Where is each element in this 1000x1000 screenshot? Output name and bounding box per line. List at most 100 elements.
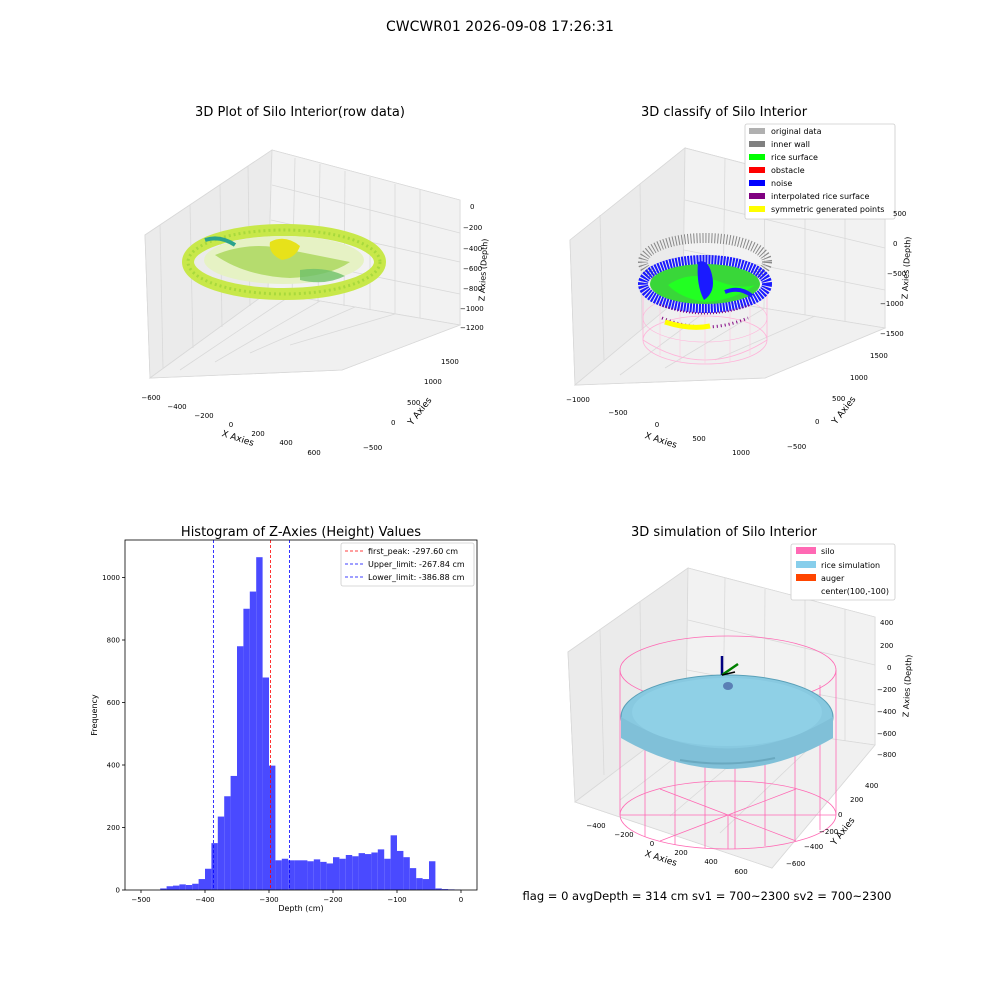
histogram-bar bbox=[435, 888, 442, 890]
panel-raw-3d: 3D Plot of Silo Interior(row data) bbox=[141, 105, 489, 457]
histogram-bar bbox=[320, 861, 327, 890]
classify-y-tick: 1500 bbox=[870, 352, 888, 360]
histogram-frame bbox=[124, 539, 478, 891]
raw-x-tick: −600 bbox=[141, 394, 160, 402]
histogram-bar bbox=[326, 863, 333, 890]
classify-x-ticks: −1000 −500 0 500 1000 bbox=[566, 396, 750, 457]
simulation-x-tick: −400 bbox=[586, 822, 605, 830]
raw-z-ticks: 0 −200 −400 −600 −800 −1000 −1200 bbox=[460, 203, 484, 332]
raw-x-tick: 400 bbox=[279, 439, 292, 447]
x-tick-label: −200 bbox=[323, 896, 342, 904]
histogram-bar bbox=[237, 646, 244, 890]
legend-item-rice-surface: rice surface bbox=[749, 153, 818, 162]
raw-z-label: Z Axies (Depth) bbox=[477, 238, 489, 301]
simulation-z-tick: 400 bbox=[880, 619, 893, 627]
legend-label: symmetric generated points bbox=[771, 205, 884, 214]
classify-y-ticks: −500 0 500 1000 1500 bbox=[787, 352, 888, 451]
simulation-x-tick: 0 bbox=[650, 840, 654, 848]
classify-x-tick: 500 bbox=[692, 435, 705, 443]
histogram-y-ticks: 0 200 400 600 800 1000 bbox=[102, 574, 125, 895]
histogram-title: Histogram of Z-Axies (Height) Values bbox=[181, 525, 421, 540]
status-footer: flag = 0 avgDepth = 314 cm sv1 = 700~230… bbox=[523, 889, 892, 903]
legend-swatch bbox=[749, 128, 765, 134]
raw-x-label: X Axies bbox=[220, 429, 255, 449]
simulation-y-ticks: −600 −400 −200 0 200 400 bbox=[786, 782, 878, 868]
histogram-bar bbox=[192, 883, 199, 890]
legend-label: Lower_limit: -386.88 cm bbox=[368, 573, 465, 582]
simulation-z-tick: −400 bbox=[877, 708, 896, 716]
histogram-bar bbox=[256, 557, 263, 890]
simulation-x-tick: −200 bbox=[614, 831, 633, 839]
classify-point-cloud bbox=[638, 233, 772, 365]
histogram-plot-area bbox=[125, 540, 477, 890]
histogram-bar bbox=[429, 861, 436, 890]
x-tick-label: −400 bbox=[195, 896, 214, 904]
classify-z-ticks: 500 0 −500 −1000 −1500 bbox=[880, 210, 906, 338]
legend-item-noise: noise bbox=[749, 179, 792, 188]
simulation-z-label: Z Axies (Depth) bbox=[901, 654, 913, 717]
classify-x-tick: 0 bbox=[655, 421, 659, 429]
panel-histogram: Histogram of Z-Axies (Height) Values −50… bbox=[90, 525, 478, 913]
legend-item-silo: silo bbox=[796, 547, 835, 556]
simulation-z-ticks: 400 200 0 −200 −400 −600 −800 bbox=[877, 619, 896, 759]
simulation-rice-surface bbox=[620, 674, 834, 769]
simulation-legend: silo rice simulation auger center(100,-1… bbox=[790, 543, 896, 601]
histogram-bar bbox=[377, 849, 385, 890]
histogram-bar bbox=[230, 775, 237, 890]
histogram-bar bbox=[179, 884, 186, 890]
histogram-bar bbox=[269, 765, 276, 890]
histogram-bar bbox=[166, 886, 173, 890]
histogram-bar bbox=[422, 879, 429, 890]
simulation-y-tick: 0 bbox=[838, 811, 842, 819]
legend-item-obstacle: obstacle bbox=[749, 166, 805, 175]
histogram-bar bbox=[160, 888, 167, 890]
legend-swatch bbox=[796, 574, 816, 581]
classify-x-tick: −1000 bbox=[566, 396, 590, 404]
legend-item-center: center(100,-100) bbox=[821, 587, 889, 596]
classify-z-tick: 500 bbox=[893, 210, 906, 218]
legend-swatch bbox=[749, 193, 765, 199]
legend-item-rice-simulation: rice simulation bbox=[796, 561, 880, 570]
histogram-bar bbox=[288, 860, 295, 890]
legend-label: Upper_limit: -267.84 cm bbox=[368, 560, 465, 569]
simulation-x-label: X Axies bbox=[643, 849, 678, 869]
classify-y-tick: −500 bbox=[787, 443, 806, 451]
histogram-bar bbox=[352, 856, 359, 890]
simulation-x-tick: 600 bbox=[734, 868, 747, 876]
classify-z-tick: −500 bbox=[887, 270, 906, 278]
panel-simulation-3d: 3D simulation of Silo Interior bbox=[567, 525, 914, 876]
histogram-bar bbox=[339, 858, 346, 890]
simulation-auger bbox=[720, 656, 739, 677]
x-tick-label: −500 bbox=[131, 896, 150, 904]
histogram-bar bbox=[281, 858, 289, 890]
simulation-z-tick: 200 bbox=[880, 642, 893, 650]
histogram-bar bbox=[403, 857, 410, 890]
classify-y-tick: 0 bbox=[815, 418, 819, 426]
y-tick-label: 0 bbox=[116, 887, 120, 895]
legend-label: rice surface bbox=[771, 153, 818, 162]
legend-label: obstacle bbox=[771, 166, 805, 175]
y-tick-label: 600 bbox=[107, 699, 120, 707]
classify-legend: original data inner wall rice surface ob… bbox=[744, 123, 896, 220]
histogram-bar bbox=[358, 853, 365, 890]
raw-y-tick: 0 bbox=[391, 419, 395, 427]
y-tick-label: 200 bbox=[107, 824, 120, 832]
legend-label: inner wall bbox=[771, 140, 810, 149]
classify-z-tick: −1000 bbox=[880, 300, 904, 308]
simulation-y-tick: 400 bbox=[865, 782, 878, 790]
legend-label: first_peak: -297.60 cm bbox=[368, 547, 458, 556]
legend-item-inner-wall: inner wall bbox=[749, 140, 810, 149]
simulation-z-tick: 0 bbox=[887, 664, 891, 672]
legend-swatch bbox=[796, 561, 816, 568]
histogram-bar bbox=[384, 858, 391, 890]
raw-y-ticks: −500 0 500 1000 1500 bbox=[363, 358, 459, 452]
x-tick-label: −100 bbox=[387, 896, 406, 904]
simulation-z-tick: −600 bbox=[877, 730, 896, 738]
legend-label: noise bbox=[771, 179, 792, 188]
histogram-legend: first_peak: -297.60 cm Upper_limit: -267.… bbox=[340, 542, 475, 587]
histogram-bar bbox=[409, 868, 417, 890]
raw-y-tick: 1500 bbox=[441, 358, 459, 366]
histogram-bar bbox=[198, 879, 205, 890]
raw-x-tick: 0 bbox=[229, 421, 233, 429]
raw-z-tick: −200 bbox=[463, 224, 482, 232]
